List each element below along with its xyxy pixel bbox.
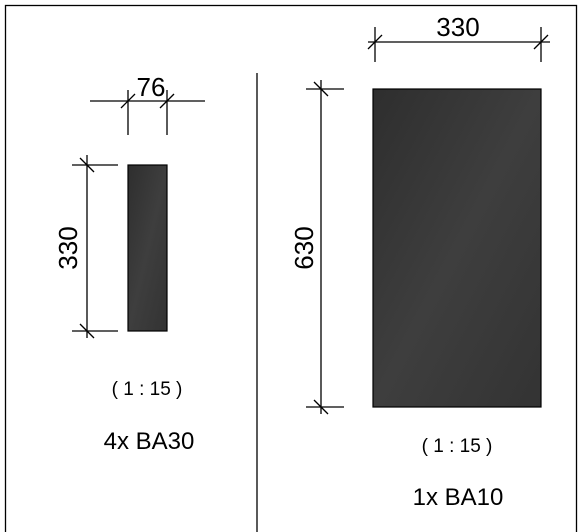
- left-height-dimension: 330: [53, 226, 83, 269]
- right-width-dimension-line: [367, 27, 550, 62]
- right-part-label: 1x BA10: [413, 484, 504, 511]
- left-scale-label: ( 1 : 15 ): [112, 379, 183, 400]
- right-width-dimension: 330: [436, 12, 479, 42]
- right-height-dimension: 630: [289, 226, 319, 269]
- sheet-border: [4, 4, 578, 532]
- right-part-section: [372, 88, 542, 408]
- left-width-dimension-line: [90, 90, 205, 135]
- left-width-dimension: 76: [137, 72, 166, 102]
- right-part: 330 630 ( 1 : 15 ) 1x BA10: [289, 12, 550, 511]
- left-height-dimension-line: [72, 155, 118, 339]
- left-part-section: [127, 164, 168, 332]
- left-part-label: 4x BA30: [104, 428, 195, 455]
- left-part: 76 330 ( 1 : 15 ) 4x BA30: [53, 72, 205, 455]
- right-scale-label: ( 1 : 15 ): [422, 436, 493, 457]
- right-height-dimension-line: [306, 80, 344, 415]
